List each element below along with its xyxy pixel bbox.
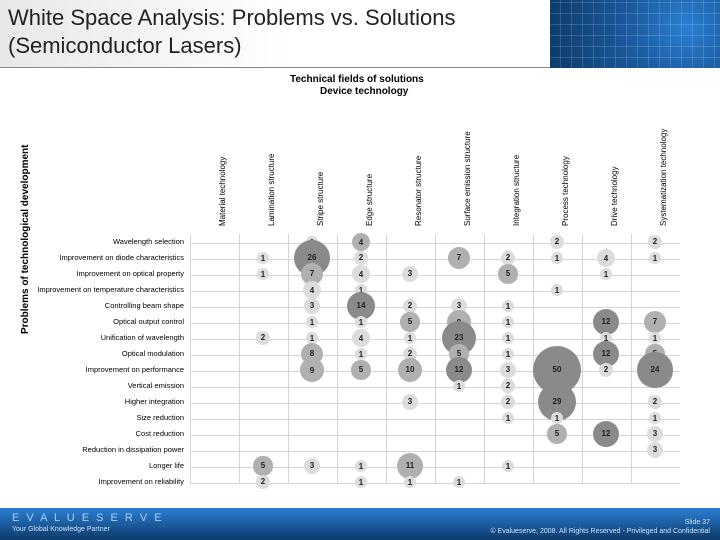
- bubble: 1: [502, 348, 514, 360]
- bubble: 1: [649, 332, 661, 344]
- bubble: 5: [498, 264, 517, 283]
- bubble: 1: [404, 476, 416, 488]
- bubble: 4: [597, 249, 615, 267]
- bubble: 2: [256, 475, 270, 489]
- row-label: Higher integration: [34, 397, 184, 406]
- bubble: 7: [448, 247, 470, 269]
- column-header: Systematization technology: [659, 129, 668, 226]
- bubble: 1: [453, 476, 465, 488]
- header-globe-graphic: [550, 0, 720, 68]
- bubble: 1: [649, 252, 661, 264]
- bubble: 4: [352, 265, 370, 283]
- bubble: 1: [355, 460, 367, 472]
- chart-supertitle: Technical fields of solutions: [290, 74, 424, 85]
- slide-footer: E V A L U E S E R V E Your Global Knowle…: [0, 508, 720, 540]
- bubble: 1: [355, 476, 367, 488]
- bubble: 1: [551, 412, 563, 424]
- bubble: 1: [355, 316, 367, 328]
- slide-number: Slide 37: [685, 519, 710, 526]
- column-header: Lamination structure: [267, 154, 276, 226]
- bubble: 1: [502, 332, 514, 344]
- bubble: 7: [644, 311, 666, 333]
- bubble: 1: [257, 268, 269, 280]
- bubble: 24: [637, 352, 672, 387]
- column-header: Stripe structure: [316, 172, 325, 226]
- row-label: Improvement on performance: [34, 365, 184, 374]
- bubble: 1: [600, 268, 612, 280]
- bubble: 1: [502, 412, 514, 424]
- bubble: 5: [400, 312, 419, 331]
- row-label: Improvement on temperature characteristi…: [34, 285, 184, 294]
- chart-subtitle: Device technology: [320, 86, 408, 97]
- column-header: Material technology: [218, 157, 227, 226]
- bubble: 1: [502, 300, 514, 312]
- row-label: Unification of wavelength: [34, 333, 184, 342]
- footer-logo: E V A L U E S E R V E: [12, 512, 164, 524]
- slide-title: White Space Analysis: Problems vs. Solut…: [8, 4, 456, 59]
- bubble: 9: [300, 358, 324, 382]
- row-label: Vertical emission: [34, 381, 184, 390]
- copyright-text: © Evalueserve, 2008. All Rights Reserved…: [490, 528, 710, 535]
- row-label: Cost reduction: [34, 429, 184, 438]
- bubble: 1: [355, 348, 367, 360]
- row-label: Improvement on reliability: [34, 477, 184, 486]
- row-label: Controlling beam shape: [34, 301, 184, 310]
- row-label: Optical modulation: [34, 349, 184, 358]
- bubble: 5: [547, 424, 566, 443]
- bubble: 4: [352, 329, 370, 347]
- column-header: Drive technology: [610, 166, 619, 226]
- column-header: Integration structure: [512, 155, 521, 226]
- column-header: Process technology: [561, 156, 570, 226]
- bubble-chart: Technical fields of solutions Device tec…: [20, 74, 700, 494]
- row-label: Longer life: [34, 461, 184, 470]
- bubble: 1: [551, 284, 563, 296]
- row-label: Improvement on diode characteristics: [34, 253, 184, 262]
- y-axis-title: Problems of technological development: [20, 145, 31, 334]
- row-label: Size reduction: [34, 413, 184, 422]
- bubble: 5: [351, 360, 370, 379]
- column-header: Surface emission structure: [463, 131, 472, 226]
- title-line-2: (Semiconductor Lasers): [8, 33, 242, 58]
- footer-tagline: Your Global Knowledge Partner: [12, 526, 110, 533]
- bubble: 4: [352, 233, 370, 251]
- footer-copyright: Slide 37 © Evalueserve, 2008. All Rights…: [490, 518, 710, 536]
- bubble: 1: [502, 316, 514, 328]
- row-label: Reduction in dissipation power: [34, 445, 184, 454]
- row-label: Improvement on optical property: [34, 269, 184, 278]
- column-header: Edge structure: [365, 174, 374, 226]
- bubble: 4: [303, 281, 321, 299]
- bubble: 1: [502, 460, 514, 472]
- bubble: 1: [404, 332, 416, 344]
- title-line-1: White Space Analysis: Problems vs. Solut…: [8, 5, 456, 30]
- bubble: 1: [649, 412, 661, 424]
- bubble: 5: [253, 456, 272, 475]
- bubble: 1: [551, 252, 563, 264]
- bubble: 1: [306, 316, 318, 328]
- bubble: 1: [257, 252, 269, 264]
- row-label: Wavelength selection: [34, 237, 184, 246]
- bubble: 1: [453, 380, 465, 392]
- slide-header: White Space Analysis: Problems vs. Solut…: [0, 0, 720, 68]
- row-label: Optical output control: [34, 317, 184, 326]
- column-header: Resonator structure: [414, 156, 423, 226]
